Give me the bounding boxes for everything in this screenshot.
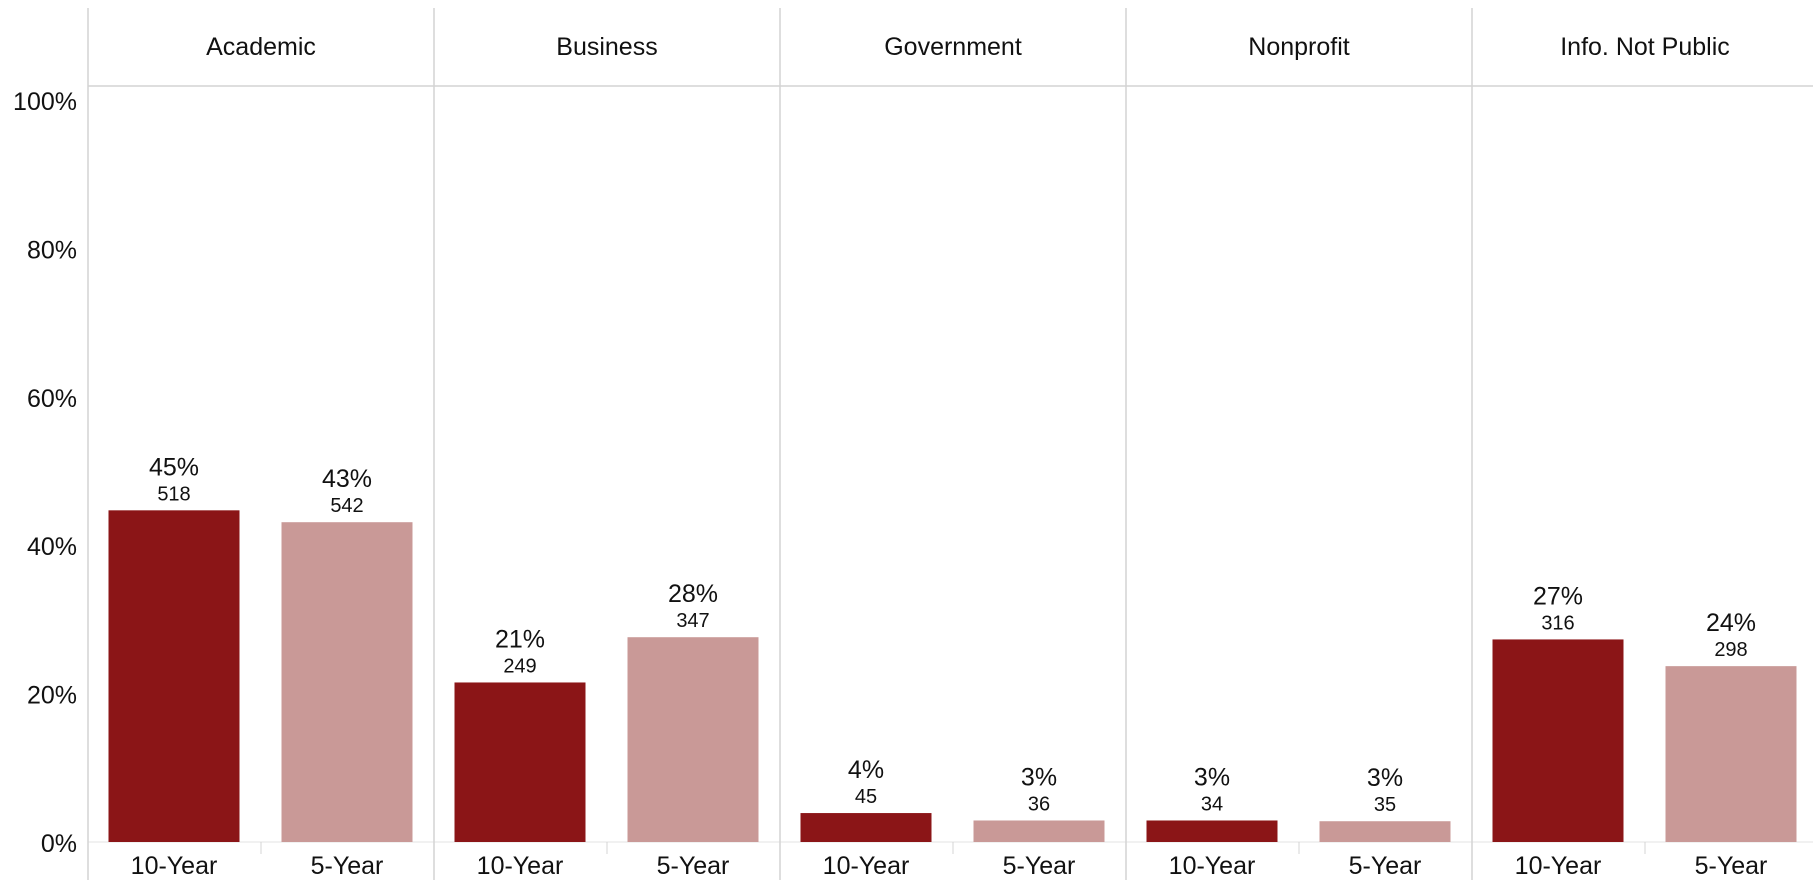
panel-header: Nonprofit [1248, 33, 1349, 61]
y-tick-label: 20% [27, 682, 77, 710]
bar-5-year [973, 820, 1105, 842]
bar-10-year [1146, 820, 1278, 842]
bar-count-label: 34 [1201, 793, 1223, 815]
bar-5-year [281, 522, 413, 842]
x-tick-label: 5-Year [1003, 852, 1076, 880]
y-tick-label: 0% [41, 830, 77, 858]
x-tick-label: 10-Year [823, 852, 910, 880]
bar-percent-label: 4% [848, 756, 884, 784]
bar-count-label: 347 [676, 610, 709, 632]
bar-count-label: 249 [503, 655, 536, 677]
bar-percent-label: 27% [1533, 582, 1583, 610]
bar-percent-label: 21% [495, 625, 545, 653]
bar-count-label: 518 [157, 483, 190, 505]
bar-count-label: 36 [1028, 793, 1050, 815]
y-tick-label: 60% [27, 385, 77, 413]
x-tick-label: 10-Year [477, 852, 564, 880]
y-tick-label: 80% [27, 236, 77, 264]
panel-header: Academic [206, 33, 316, 61]
panel-headers: Academic Business Government Nonprofit Info.… [206, 33, 1730, 61]
bar-count-label: 298 [1714, 639, 1747, 661]
bar-count-label: 45 [855, 786, 877, 808]
bar-10-year [108, 510, 240, 842]
x-tick-label: 10-Year [1169, 852, 1256, 880]
bar-5-year [1665, 666, 1797, 842]
y-tick-label: 100% [13, 88, 77, 116]
y-tick-label: 40% [27, 533, 77, 561]
bar-percent-label: 3% [1367, 764, 1403, 792]
panel-header: Info. Not Public [1560, 33, 1730, 61]
bar-count-label: 316 [1541, 612, 1574, 634]
bar-10-year [800, 813, 932, 842]
bar-percent-label: 45% [149, 453, 199, 481]
bar-percent-label: 3% [1021, 763, 1057, 791]
bar-5-year [627, 637, 759, 842]
bar-count-label: 542 [330, 495, 363, 517]
x-tick-label: 5-Year [311, 852, 384, 880]
x-tick-label: 5-Year [657, 852, 730, 880]
x-tick-label: 10-Year [131, 852, 218, 880]
bar-percent-label: 3% [1194, 763, 1230, 791]
x-axis: 10-Year 5-Year 10-Year 5-Year 10-Year 5-Year 1… [131, 842, 1768, 880]
bar-percent-label: 28% [668, 580, 718, 608]
x-tick-label: 10-Year [1515, 852, 1602, 880]
bar-percent-label: 24% [1706, 609, 1756, 637]
bar-10-year [454, 682, 586, 842]
x-tick-label: 5-Year [1695, 852, 1768, 880]
y-axis: 0% 20% 40% 60% 80% 100% [13, 88, 77, 858]
bar-count-label: 35 [1374, 794, 1396, 816]
bars [108, 510, 1797, 842]
x-tick-label: 5-Year [1349, 852, 1422, 880]
bar-10-year [1492, 639, 1624, 842]
panel-header: Business [556, 33, 657, 61]
bar-percent-label: 43% [322, 465, 372, 493]
data-labels: 45%51843%54221%24928%3474%453%363%343%35… [149, 453, 1756, 816]
bar-5-year [1319, 821, 1451, 842]
panel-header: Government [884, 33, 1022, 61]
